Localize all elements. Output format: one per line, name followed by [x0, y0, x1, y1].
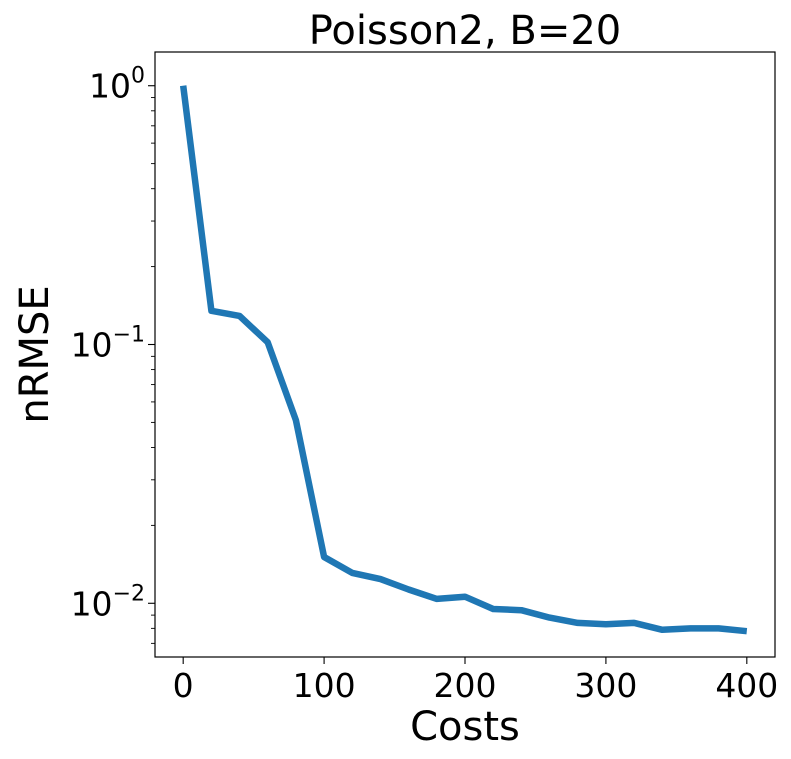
x-tick-label: 400	[715, 666, 778, 705]
y-tick-labels: 100 10−1 10−2	[71, 64, 145, 624]
y-tick-label: 10−2	[71, 581, 145, 623]
x-tick-label: 200	[434, 666, 497, 705]
major-ticks	[148, 85, 748, 664]
plot-background	[155, 52, 775, 657]
series-layer	[179, 85, 748, 635]
y-minor-ticks	[151, 97, 155, 644]
chart-title: Poisson2, B=20	[309, 8, 622, 54]
x-axis-label: Costs	[410, 704, 520, 750]
y-tick-label: 100	[89, 64, 145, 106]
x-tick-label: 0	[173, 666, 194, 705]
x-tick-label: 100	[293, 666, 356, 705]
y-axis-label: nRMSE	[12, 285, 58, 423]
plot-frame	[154, 51, 776, 658]
x-tick-label: 300	[574, 666, 637, 705]
x-tick-labels: 0 100 200 300 400	[173, 666, 779, 705]
y-tick-label: 10−1	[71, 323, 145, 365]
